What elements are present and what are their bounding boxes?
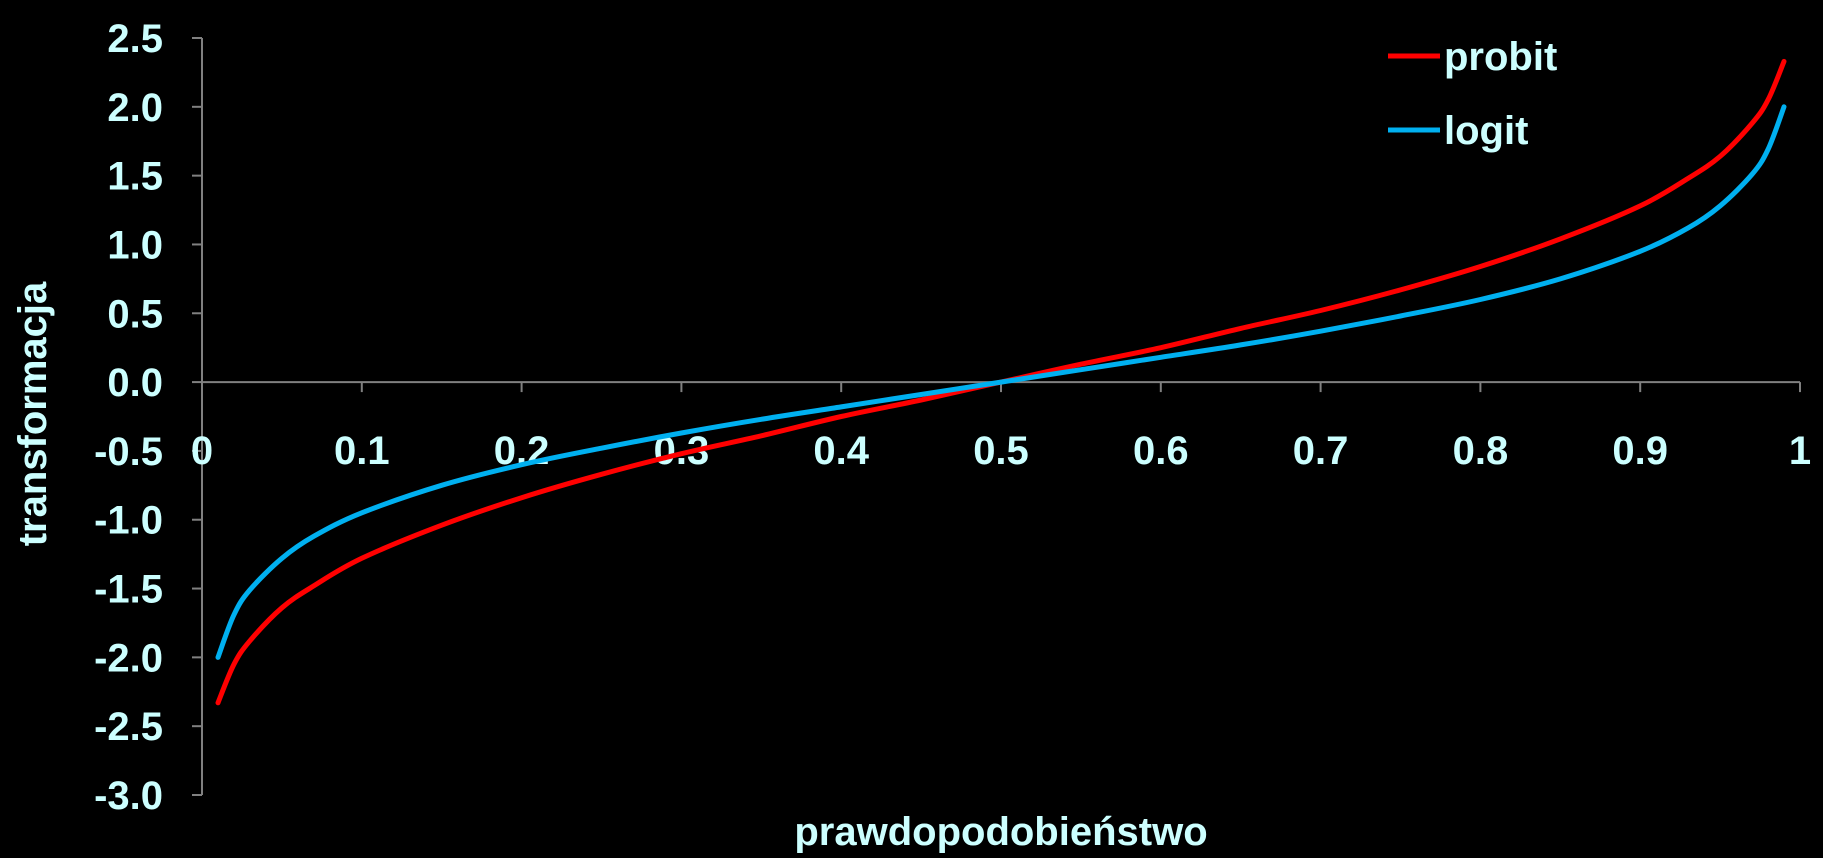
x-axis-title: prawdopodobieństwo — [794, 810, 1207, 853]
y-tick-label: -3.0 — [94, 774, 163, 818]
x-tick-label: 0.4 — [813, 429, 869, 473]
x-tick-label: 1 — [1789, 429, 1811, 473]
legend-label-logit: logit — [1444, 109, 1528, 153]
x-tick-label: 0.1 — [334, 429, 390, 473]
legend-label-probit: probit — [1444, 35, 1557, 79]
x-tick-label: 0.9 — [1612, 429, 1668, 473]
y-tick-label: 2.0 — [107, 86, 163, 130]
x-tick-label: 0.5 — [973, 429, 1029, 473]
y-tick-label: 0.5 — [107, 292, 163, 336]
y-tick-label: -1.0 — [94, 499, 163, 543]
y-axis-title: transformacja — [11, 281, 55, 546]
y-tick-label: -2.0 — [94, 636, 163, 680]
y-tick-label: 0.0 — [107, 361, 163, 405]
x-tick-labels: 0 0.1 0.2 0.3 0.4 0.5 0.6 0.7 0.8 0.9 1 — [191, 429, 1811, 473]
legend: probit logit — [1388, 35, 1557, 153]
y-tick-labels: 2.5 2.0 1.5 1.0 0.5 0.0 -0.5 -1.0 -1.5 -2.0 -2.5 -3… — [94, 17, 163, 818]
y-tick-label: -2.5 — [94, 705, 163, 749]
y-tick-label: 1.0 — [107, 223, 163, 267]
y-tick-label: -1.5 — [94, 568, 163, 612]
y-tick-label: -0.5 — [94, 430, 163, 474]
x-tick-label: 0.7 — [1293, 429, 1349, 473]
x-tick-label: 0.6 — [1133, 429, 1189, 473]
series-line-logit — [215, 104, 1787, 660]
y-tick-label: 2.5 — [107, 17, 163, 61]
x-tick-label: 0 — [191, 429, 213, 473]
axes — [192, 37, 1801, 796]
series-lines — [215, 58, 1787, 706]
x-tick-label: 0.8 — [1453, 429, 1509, 473]
y-tick-label: 1.5 — [107, 155, 163, 199]
